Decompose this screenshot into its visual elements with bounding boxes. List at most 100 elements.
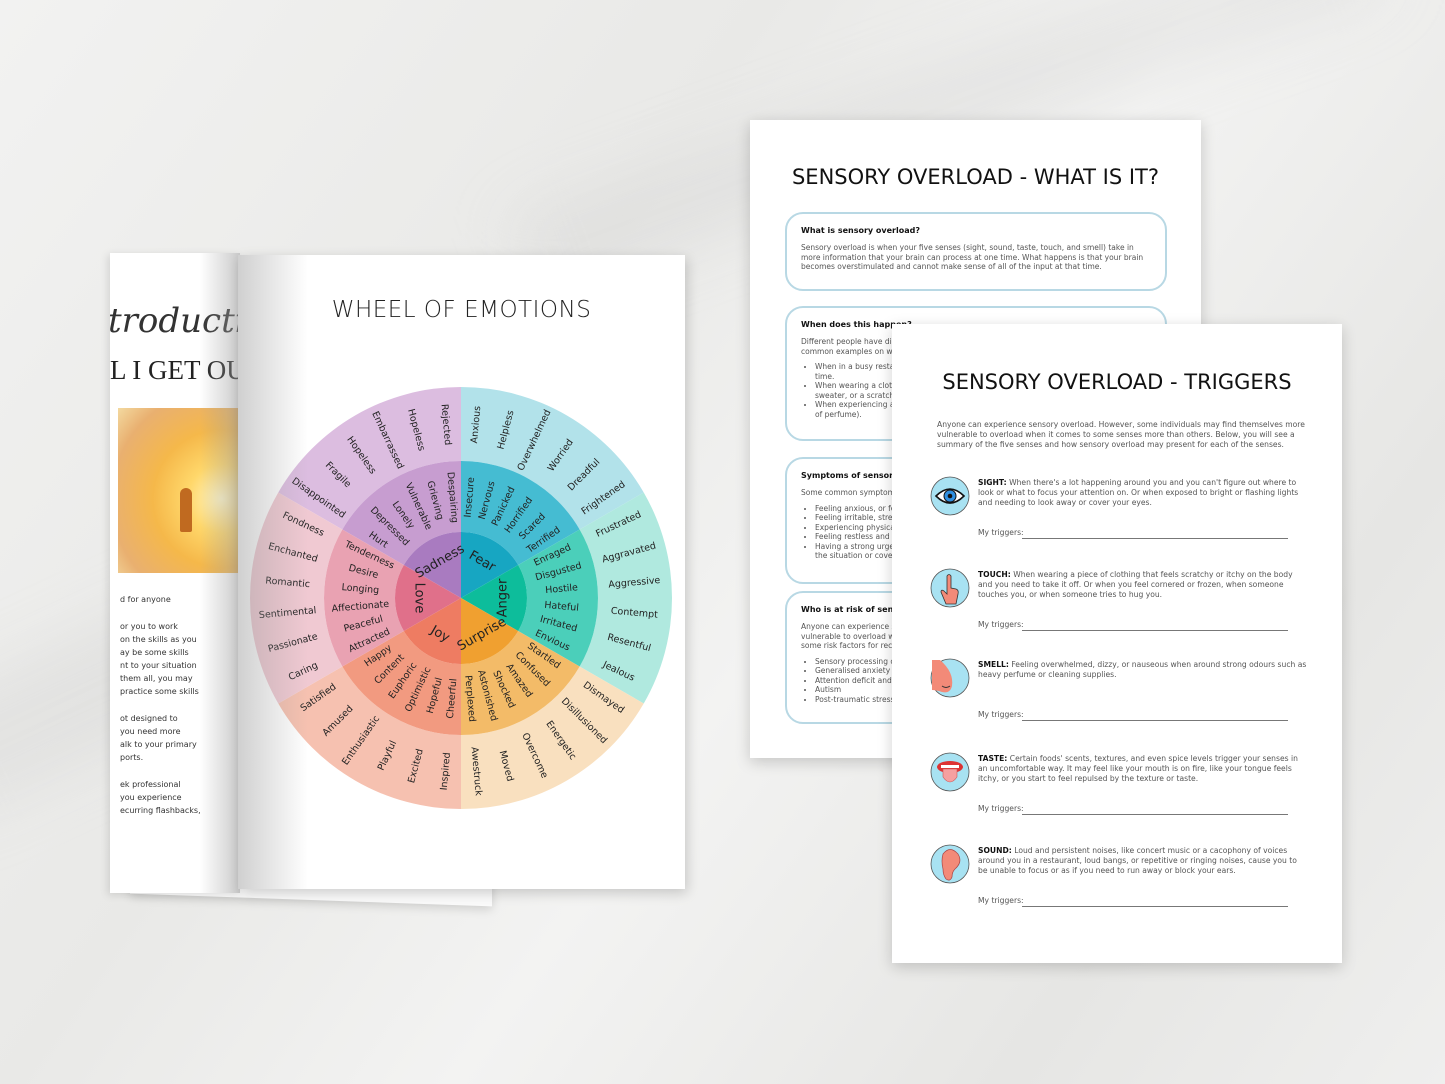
wheel-core-label: Love: [412, 583, 427, 614]
sense-description: SOUND: Loud and persistent noises, like …: [978, 846, 1308, 875]
wheel-middle-segment: [342, 461, 461, 565]
page-title: WHEEL OF EMOTIONS: [331, 297, 592, 323]
card-bullet: Feeling restless and: [815, 532, 1165, 542]
ear-icon: [930, 844, 970, 884]
magazine-text-line: you experience: [120, 793, 182, 802]
card-body: Anyone can experience s vulnerable to ov…: [801, 622, 895, 650]
card-body: Different people have di common examples…: [801, 337, 893, 356]
sense-text: Loud and persistent noises, like concert…: [978, 846, 1297, 875]
wheel-outer-segment: [250, 492, 343, 704]
sense-label: SMELL:: [978, 660, 1009, 669]
sense-label: TASTE:: [978, 754, 1008, 763]
sense-description: SMELL: Feeling overwhelmed, dizzy, or na…: [978, 660, 1308, 680]
wheel-middle-label: Longing: [341, 582, 380, 596]
sense-text: When wearing a piece of clothing that fe…: [978, 570, 1293, 599]
info-card: What is sensory overload? Sensory overloa…: [785, 212, 1167, 291]
card-bullet: Attention deficit and: [815, 676, 1165, 686]
magazine-text-line: practice some skills: [120, 687, 199, 696]
card-heading: Symptoms of sensory: [801, 471, 899, 480]
triggers-label: My triggers:: [978, 804, 1024, 813]
card-body: Sensory overload is when your five sense…: [801, 243, 1144, 271]
magazine-text-line: them all, you may: [120, 674, 193, 683]
wheel-middle-label: Cheerful: [445, 678, 459, 719]
eye-icon: [930, 476, 970, 516]
card-body: Some common symptom: [801, 488, 895, 497]
card-bullet: Feeling irritable, stre: [815, 513, 1165, 523]
triggers-label: My triggers:: [978, 710, 1024, 719]
wheel-middle-segment: [342, 631, 461, 735]
magazine-text-line: ot designed to: [120, 714, 178, 723]
wheel-middle-label: Hostile: [545, 582, 579, 596]
card-bullet: When in a busy resta time.: [815, 362, 1165, 381]
wheel-core-segment: [395, 565, 461, 631]
sense-label: TOUCH:: [978, 570, 1011, 579]
triggers-write-line[interactable]: [1022, 906, 1288, 907]
page-title: SENSORY OVERLOAD - WHAT IS IT?: [791, 165, 1160, 189]
wheel-outer-segment: [579, 492, 672, 704]
wheel-middle-segment: [461, 461, 580, 565]
sense-text: Certain foods' scents, textures, and eve…: [978, 754, 1298, 783]
triggers-label: My triggers:: [978, 620, 1024, 629]
magazine-text-line: d for anyone: [120, 595, 171, 604]
card-heading: Who is at risk of senso: [801, 605, 904, 614]
sense-description: TOUCH: When wearing a piece of clothing …: [978, 570, 1308, 599]
wheel-middle-label: Insecure: [463, 477, 477, 518]
wheel-middle-segment: [518, 529, 598, 667]
magazine-text-line: alk to your primary: [120, 740, 197, 749]
wheel-core-segment: [461, 598, 519, 664]
magazine-text-line: ports.: [120, 753, 144, 762]
magazine-text-line: nt to your situation: [120, 661, 197, 670]
wheel-middle-label: Hateful: [544, 600, 579, 614]
magazine-text-line: ek professional: [120, 780, 181, 789]
hand-pointing-icon: [930, 568, 970, 608]
sense-label: SIGHT:: [978, 478, 1007, 487]
wheel-core-segment: [403, 598, 461, 664]
wheel-outer-segment: [278, 666, 461, 809]
card-bullet: Experiencing physica: [815, 523, 1165, 533]
card-bullet: Post-traumatic stress: [815, 695, 1165, 705]
magazine-text-line: you need more: [120, 727, 181, 736]
card-bullet: When wearing a cloth sweater, or a scrat…: [815, 381, 1165, 400]
card-bullet: Having a strong urge the situation or co…: [815, 542, 1165, 561]
sense-description: SIGHT: When there's a lot happening arou…: [978, 478, 1308, 507]
nose-icon: [930, 658, 970, 698]
tongue-icon: [930, 752, 970, 792]
triggers-label: My triggers:: [978, 896, 1024, 905]
page-title: SENSORY OVERLOAD - TRIGGERS: [942, 370, 1292, 394]
triggers-write-line[interactable]: [1022, 538, 1288, 539]
wheel-outer-label: Inspired: [439, 752, 453, 791]
wheel-core-label: Anger: [496, 578, 511, 617]
wheel-outer-label: Sentimental: [259, 605, 317, 621]
wheel-outer-label: Aggressive: [608, 575, 661, 591]
magazine-text-line: or you to work: [120, 622, 178, 631]
magazine-text-line: on the skills as you: [120, 635, 197, 644]
intro-text: Anyone can experience sensory overload. …: [937, 420, 1305, 449]
wheel-middle-label: Affectionate: [331, 599, 390, 615]
card-heading: What is sensory overload?: [801, 226, 920, 235]
card-bullet: Feeling anxious, or fe: [815, 504, 1165, 514]
triggers-write-line[interactable]: [1022, 720, 1288, 721]
magazine-body-text: d for anyone or you to work on the skills …: [120, 593, 201, 817]
sense-text: When there's a lot happening around you …: [978, 478, 1299, 507]
sense-text: Feeling overwhelmed, dizzy, or nauseous …: [978, 660, 1307, 679]
triggers-write-line[interactable]: [1022, 814, 1288, 815]
triggers-write-line[interactable]: [1022, 630, 1288, 631]
wheel-core-segment: [461, 565, 527, 631]
card-heading: When does this happen?: [801, 320, 912, 329]
wheel-core-segment: [461, 532, 519, 598]
wheel-of-emotions-page: WHEEL OF EMOTIONS Disappointed Fragile Hop…: [238, 255, 685, 889]
sensory-triggers-page: SENSORY OVERLOAD - TRIGGERS Anyone can e…: [892, 324, 1342, 963]
wheel-outer-segment: [461, 666, 644, 809]
magazine-text-line: ecurring flashbacks,: [120, 806, 201, 815]
wheel-middle-label: Despairing: [444, 471, 459, 523]
triggers-label: My triggers:: [978, 528, 1024, 537]
magazine-text-line: ay be some skills: [120, 648, 189, 657]
wheel-outer-label: Anxious: [469, 405, 483, 443]
wheel-middle-segment: [461, 631, 580, 735]
wheel-outer-label: Rejected: [439, 404, 454, 446]
wheel-outer-segment: [461, 387, 644, 530]
wheel-outer-label: Contempt: [610, 606, 658, 621]
wheel-outer-label: Romantic: [265, 575, 310, 590]
sense-description: TASTE: Certain foods' scents, textures, …: [978, 754, 1308, 783]
